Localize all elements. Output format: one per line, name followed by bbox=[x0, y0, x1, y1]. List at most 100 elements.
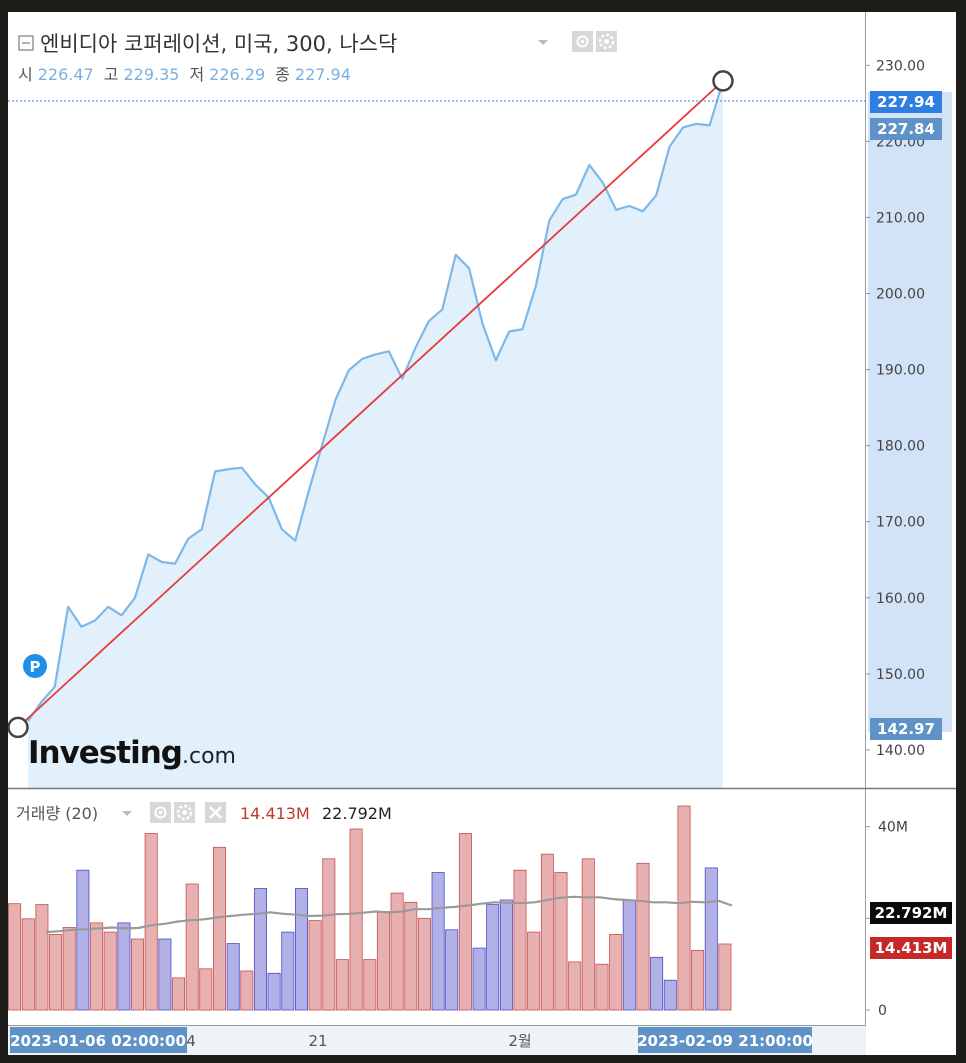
volume-close-icon[interactable] bbox=[205, 802, 226, 823]
start-price-tag-label: 142.97 bbox=[877, 720, 935, 738]
volume-bar bbox=[294, 888, 308, 1011]
last-price-tag-label: 227.94 bbox=[877, 93, 935, 111]
volume-bar bbox=[35, 904, 49, 1011]
volume-bar bbox=[144, 833, 158, 1011]
chart-canvas[interactable]: 140.00 150.00 160.00 170.00 180.00 190.00 200.… bbox=[7, 12, 956, 1055]
volume-bar bbox=[90, 922, 104, 1011]
price-tick-label: 170.00 bbox=[876, 515, 925, 531]
price-tick-label: 210.00 bbox=[876, 210, 925, 226]
volume-bar bbox=[568, 961, 582, 1011]
volume-bar bbox=[49, 934, 63, 1011]
volume-eye-icon[interactable] bbox=[150, 802, 171, 823]
volume-bar bbox=[513, 869, 527, 1011]
volume-bar bbox=[636, 862, 650, 1011]
current-price-tag-label: 227.84 bbox=[877, 120, 935, 138]
volume-bar bbox=[8, 903, 22, 1011]
time-axis-end-label: 2023-02-09 21:00:00 bbox=[637, 1032, 813, 1050]
volume-bar bbox=[171, 977, 185, 1011]
high-label: 고 bbox=[104, 65, 119, 84]
volume-bar bbox=[404, 901, 418, 1011]
volume-bar bbox=[335, 959, 349, 1011]
time-tick-label: 2월 bbox=[508, 1032, 531, 1050]
logo-suffix: .com bbox=[182, 744, 236, 769]
volume-bar bbox=[212, 846, 226, 1011]
visibility-eye-icon[interactable] bbox=[572, 31, 593, 52]
time-tick-label: 4 bbox=[186, 1032, 196, 1050]
trend-line-layer[interactable] bbox=[7, 70, 734, 739]
volume-average-tag: 22.792M bbox=[870, 902, 952, 924]
volume-dropdown-icon[interactable] bbox=[122, 811, 132, 816]
volume-bar bbox=[691, 950, 705, 1011]
volume-settings-gear-icon[interactable] bbox=[174, 802, 195, 823]
volume-bar bbox=[663, 979, 677, 1011]
current-price-tag: 227.84 bbox=[870, 118, 942, 140]
volume-bar bbox=[609, 934, 623, 1011]
volume-bar bbox=[718, 943, 732, 1011]
volume-bar bbox=[622, 899, 636, 1011]
volume-bar bbox=[445, 929, 459, 1011]
low-value: 226.29 bbox=[209, 65, 265, 84]
volume-bar bbox=[650, 956, 664, 1011]
volume-tick-label: 40M bbox=[878, 820, 908, 836]
volume-bars-layer bbox=[8, 805, 732, 1011]
price-area-fill bbox=[28, 81, 723, 788]
price-tick-label: 150.00 bbox=[876, 667, 925, 683]
high-value: 229.35 bbox=[123, 65, 179, 84]
volume-bar bbox=[595, 963, 609, 1011]
volume-bar bbox=[185, 883, 199, 1011]
volume-bar bbox=[76, 869, 90, 1011]
volume-bar bbox=[458, 833, 472, 1011]
pattern-marker[interactable]: P bbox=[23, 654, 47, 678]
price-tick-label: 190.00 bbox=[876, 363, 925, 379]
volume-bar bbox=[267, 972, 281, 1011]
volume-last-tag-label: 14.413M bbox=[875, 939, 948, 957]
volume-bar bbox=[226, 943, 240, 1011]
price-axis: 140.00 150.00 160.00 170.00 180.00 190.00 200.… bbox=[866, 58, 925, 759]
price-tick-label: 180.00 bbox=[876, 439, 925, 455]
time-axis-end-tag bbox=[638, 1027, 812, 1053]
volume-bar bbox=[417, 917, 431, 1011]
price-area-layer bbox=[27, 80, 725, 788]
time-tick-label: 21 bbox=[308, 1032, 327, 1050]
volume-bar bbox=[554, 872, 568, 1011]
trend-start-handle[interactable] bbox=[7, 716, 29, 739]
volume-bar bbox=[158, 938, 172, 1011]
settings-gear-icon[interactable] bbox=[596, 31, 617, 52]
volume-bar bbox=[390, 892, 404, 1011]
volume-bar bbox=[308, 920, 322, 1011]
volume-bar bbox=[240, 970, 254, 1011]
time-axis[interactable]: 2023-01-06 02:00:00 4 21 2월 2023-02-09 2… bbox=[8, 1026, 866, 1055]
chart-title: 엔비디아 코퍼레이션, 미국, 300, 나스닥 bbox=[40, 32, 397, 56]
price-line[interactable] bbox=[27, 80, 725, 722]
collapse-icon[interactable] bbox=[18, 35, 34, 51]
volume-bar bbox=[21, 918, 35, 1011]
close-label: 종 bbox=[275, 65, 290, 84]
trend-line[interactable] bbox=[17, 80, 724, 729]
volume-average-tag-label: 22.792M bbox=[875, 904, 948, 922]
volume-bar bbox=[253, 888, 267, 1011]
volume-indicator-label: 거래량 (20) bbox=[16, 804, 98, 823]
start-price-tag: 142.97 bbox=[870, 718, 942, 740]
pattern-marker-label: P bbox=[30, 658, 41, 676]
volume-bar bbox=[131, 938, 145, 1011]
volume-average-layer bbox=[45, 895, 733, 934]
volume-bar bbox=[704, 867, 718, 1011]
title-dropdown-icon[interactable] bbox=[538, 40, 548, 45]
volume-bar bbox=[62, 927, 76, 1011]
volume-bar bbox=[677, 805, 691, 1011]
low-label: 저 bbox=[189, 65, 204, 84]
volume-tick-label: 0 bbox=[878, 1003, 887, 1019]
volume-bar bbox=[199, 968, 213, 1011]
logo-text: Investing bbox=[28, 735, 182, 771]
last-price-tag: 227.94 bbox=[870, 91, 942, 113]
price-tick-label: 160.00 bbox=[876, 591, 925, 607]
volume-average-line bbox=[45, 895, 733, 934]
volume-bar bbox=[486, 904, 500, 1011]
investing-logo: Investing.com bbox=[28, 735, 236, 771]
volume-bar bbox=[527, 931, 541, 1011]
time-axis-start-label: 2023-01-06 02:00:00 bbox=[10, 1032, 186, 1050]
trend-end-handle[interactable] bbox=[712, 70, 734, 92]
volume-value: 14.413M bbox=[240, 804, 310, 823]
price-scale-highlight bbox=[868, 92, 952, 732]
volume-bar bbox=[103, 931, 117, 1011]
